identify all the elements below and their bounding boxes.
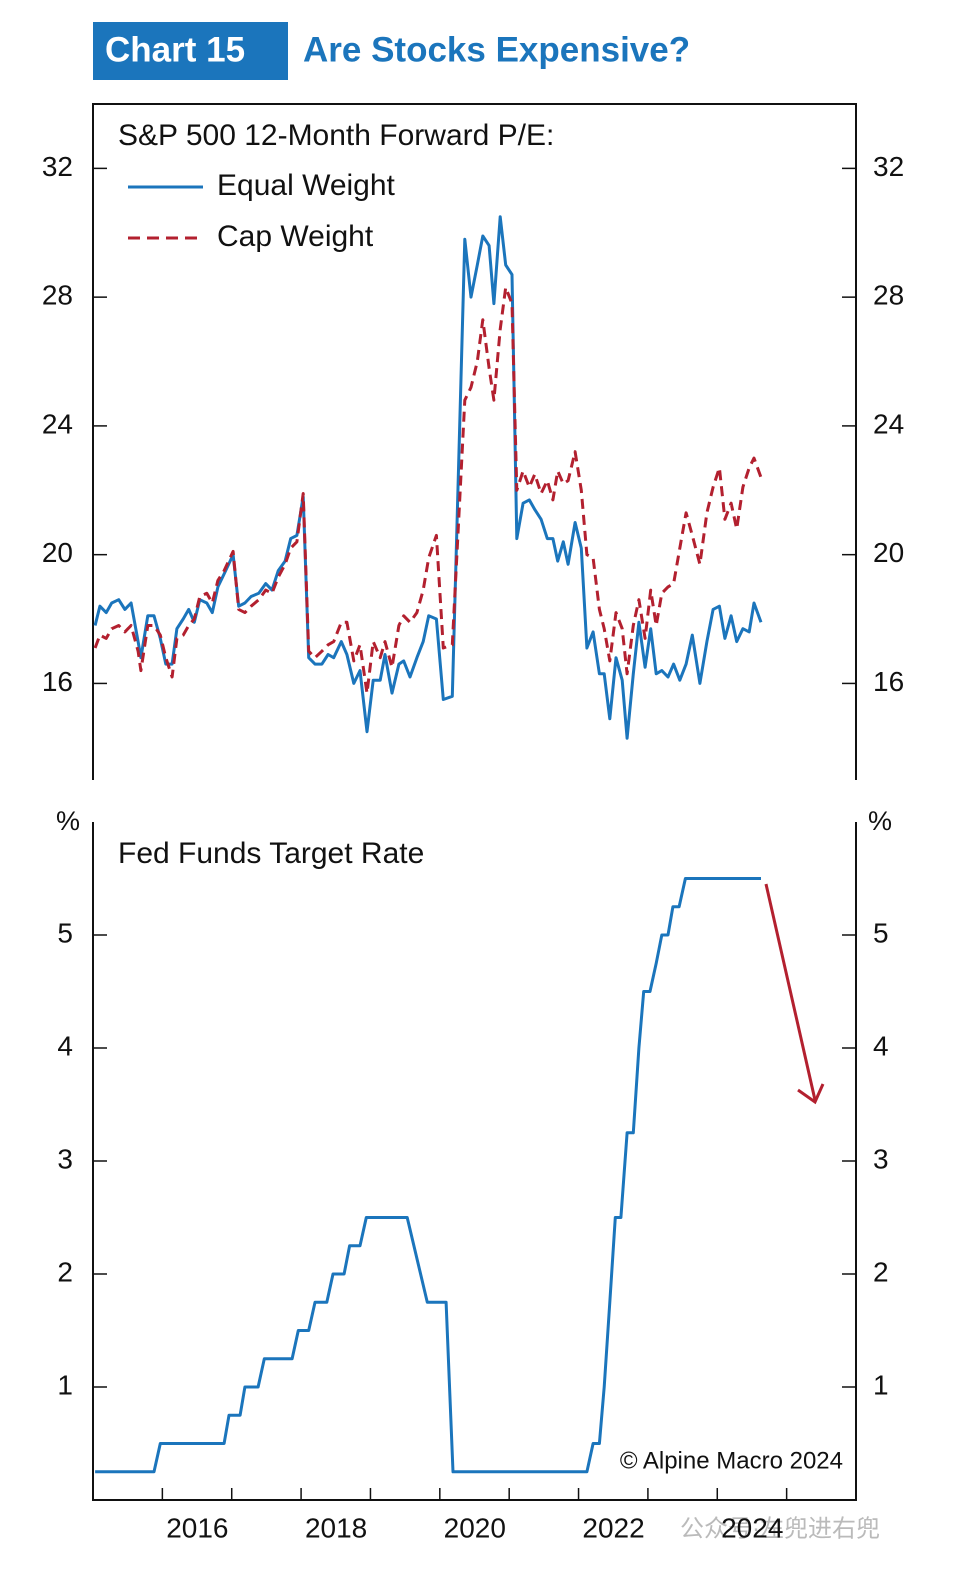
legend-label: Equal Weight — [217, 169, 396, 202]
y2-tick-label: 28 — [873, 280, 904, 311]
x-tick-label: 2024 — [721, 1512, 783, 1543]
legend-title: S&P 500 12-Month Forward P/E: — [118, 119, 554, 152]
chart-title: Are Stocks Expensive? — [303, 30, 690, 69]
chart-number: Chart 15 — [105, 30, 245, 69]
legend-label: Cap Weight — [217, 220, 374, 253]
arrow-shaft — [764, 883, 817, 1101]
y2-unit: % — [868, 806, 892, 836]
y2-tick-label: 4 — [873, 1030, 889, 1061]
y2-tick-label: 24 — [873, 408, 904, 439]
y-tick-label: 4 — [57, 1030, 73, 1061]
y2-tick-label: 5 — [873, 917, 889, 948]
y2-tick-label: 20 — [873, 537, 904, 568]
y-tick-label: 28 — [42, 280, 73, 311]
y-unit: % — [56, 806, 80, 836]
y-tick-label: 3 — [57, 1143, 73, 1174]
x-tick-label: 2018 — [305, 1512, 367, 1543]
series-line — [95, 877, 761, 1474]
series-line — [93, 286, 763, 695]
y-tick-label: 20 — [42, 537, 73, 568]
x-tick-label: 2020 — [444, 1512, 506, 1543]
y-tick-label: 16 — [42, 666, 73, 697]
arrow-head — [797, 1083, 825, 1105]
copyright: © Alpine Macro 2024 — [620, 1447, 843, 1474]
y2-tick-label: 32 — [873, 151, 904, 182]
x-tick-label: 2016 — [166, 1512, 228, 1543]
y2-tick-label: 3 — [873, 1143, 889, 1174]
y-tick-label: 2 — [57, 1256, 73, 1287]
y-tick-label: 5 — [57, 917, 73, 948]
y-tick-label: 32 — [42, 151, 73, 182]
y-tick-label: 24 — [42, 408, 73, 439]
watermark: 公众号·左兜进右兜 — [680, 1515, 880, 1542]
bottom-panel-frame — [92, 822, 857, 1501]
series-line — [93, 215, 763, 740]
y2-tick-label: 1 — [873, 1369, 889, 1400]
header-box — [93, 22, 288, 80]
y2-tick-label: 16 — [873, 666, 904, 697]
y2-tick-label: 2 — [873, 1256, 889, 1287]
top-panel-frame — [92, 103, 857, 780]
x-tick-label: 2022 — [582, 1512, 644, 1543]
y-tick-label: 1 — [57, 1369, 73, 1400]
panel-title: Fed Funds Target Rate — [118, 837, 424, 870]
